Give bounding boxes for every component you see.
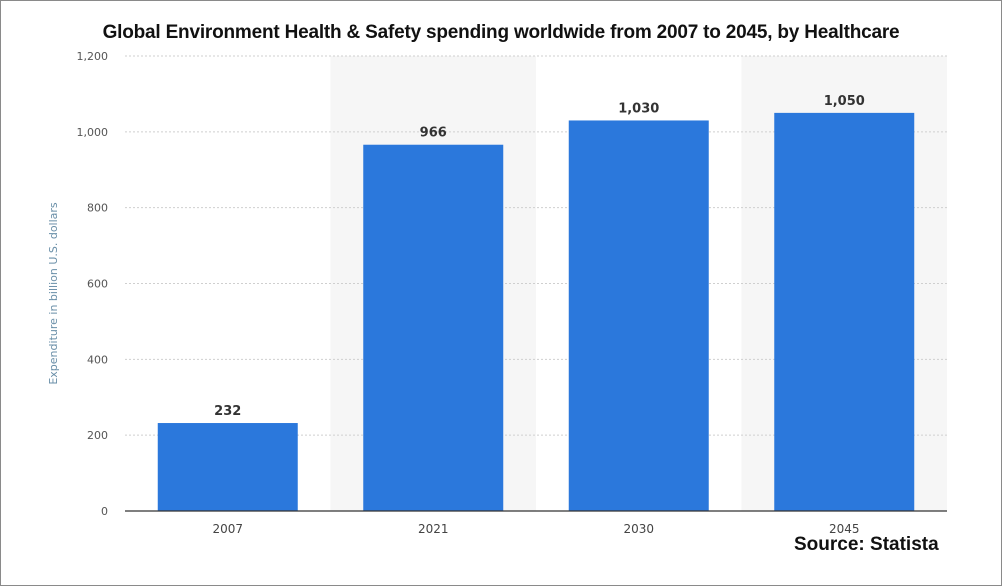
y-tick-label: 1,200 <box>77 50 109 63</box>
bar <box>568 120 709 511</box>
bars <box>157 112 915 511</box>
data-label: 232 <box>214 404 241 419</box>
bar <box>157 423 298 511</box>
y-tick-label: 1,000 <box>77 126 109 139</box>
data-label: 1,030 <box>618 101 659 116</box>
source-label: Source: Statista <box>794 534 939 555</box>
y-tick-label: 400 <box>87 353 108 366</box>
bar <box>774 112 915 511</box>
y-axis-ticks: 0 200 400 600 800 1,000 1,200 <box>77 50 109 518</box>
y-tick-label: 0 <box>101 505 108 518</box>
bar <box>363 144 504 511</box>
y-tick-label: 600 <box>87 278 108 291</box>
chart-title: Global Environment Health & Safety spend… <box>102 22 900 43</box>
x-tick-label: 2021 <box>418 522 449 536</box>
x-tick-label: 2007 <box>212 522 243 536</box>
y-tick-label: 200 <box>87 429 108 442</box>
x-tick-label: 2030 <box>623 522 654 536</box>
y-tick-label: 800 <box>87 202 108 215</box>
x-axis-ticks: 2007 2021 2030 2045 <box>212 522 859 536</box>
data-labels: 232 966 1,030 1,050 <box>214 94 865 419</box>
x-tick-label: 2045 <box>829 522 860 536</box>
y-axis-label: Expenditure in billion U.S. dollars <box>47 202 60 385</box>
data-label: 966 <box>420 126 447 141</box>
data-label: 1,050 <box>824 94 865 109</box>
